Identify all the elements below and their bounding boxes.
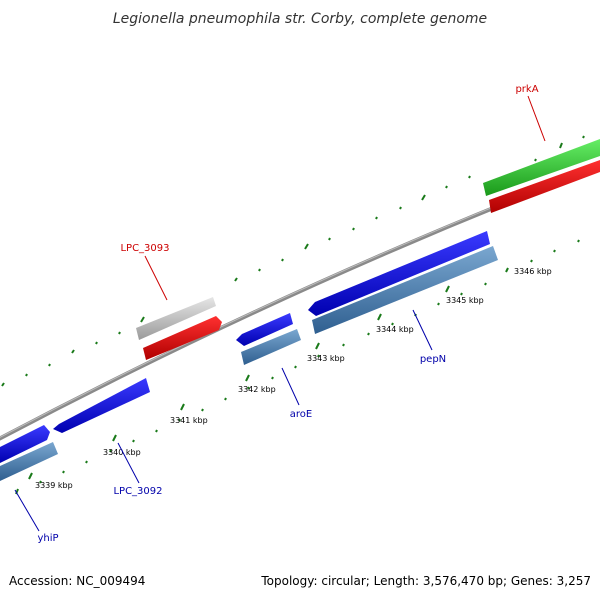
gene-arrow-blue[interactable] (53, 378, 150, 433)
tick-mark (155, 429, 158, 433)
tick-mark (95, 341, 98, 345)
tick-mark (468, 175, 471, 179)
leader-line-lpc3093 (144, 255, 168, 301)
gene-label-lpc3092[interactable]: LPC_3092 (113, 486, 162, 497)
gene-arrow-red[interactable] (489, 160, 600, 213)
tick-mark (85, 460, 88, 464)
gene-arrow-steel[interactable] (0, 442, 58, 481)
tick-mark (445, 185, 448, 189)
tick-mark (112, 434, 117, 442)
tick-mark (28, 472, 33, 480)
tick-mark (399, 206, 402, 210)
tick-mark (71, 349, 75, 354)
tick-mark (234, 277, 238, 282)
tick-mark (391, 322, 394, 326)
tick-mark (505, 267, 509, 273)
gene-aroe-feature[interactable] (236, 313, 301, 365)
tick-mark (178, 418, 181, 422)
tick-mark (577, 239, 580, 243)
tick-mark (140, 316, 145, 323)
upper-tick-row-inner (534, 135, 585, 162)
kbp-label-3343: 3343 kbp (307, 354, 345, 363)
gene-prka-feature[interactable] (483, 139, 600, 213)
tick-mark (530, 259, 533, 263)
kbp-label-3342: 3342 kbp (238, 385, 276, 394)
tick-mark (281, 258, 284, 262)
tick-mark (328, 237, 331, 241)
gene-pepn-feature[interactable] (308, 231, 498, 334)
tick-mark (247, 386, 250, 390)
gene-yhip-feature[interactable] (0, 425, 58, 481)
gene-label-lpc3093[interactable]: LPC_3093 (120, 243, 169, 254)
leader-line-pepn (412, 309, 433, 351)
gene-arrow-blue[interactable] (0, 425, 50, 463)
leader-line-aroe (281, 367, 300, 406)
tick-mark (48, 363, 51, 367)
gene-arrow-grey[interactable] (136, 297, 216, 340)
tick-mark (39, 480, 42, 484)
tick-mark (132, 439, 135, 443)
tick-mark (317, 354, 320, 358)
tick-mark (484, 282, 487, 286)
tick-mark (421, 194, 426, 201)
tick-mark (201, 408, 204, 412)
kbp-label-3346: 3346 kbp (514, 267, 552, 276)
kbp-label-3341: 3341 kbp (170, 416, 208, 425)
tick-mark (559, 142, 563, 149)
tick-mark (1, 382, 5, 387)
tick-mark (352, 227, 355, 231)
gene-arrow-steel[interactable] (241, 329, 301, 365)
tick-mark (553, 249, 556, 253)
tick-mark (377, 313, 382, 321)
tick-mark (180, 403, 185, 411)
accession-text: Accession: NC_009494 (9, 574, 145, 588)
gene-label-prka[interactable]: prkA (515, 84, 538, 95)
tick-mark (245, 374, 250, 382)
tick-mark (375, 216, 378, 220)
tick-mark (294, 365, 297, 369)
gene-lpc3092-feature[interactable] (53, 378, 150, 433)
genome-summary-text: Topology: circular; Length: 3,576,470 bp… (260, 574, 591, 588)
gene-label-aroe[interactable]: aroE (290, 409, 312, 420)
tick-mark (445, 285, 450, 293)
leader-line-yhip (14, 489, 40, 532)
gene-label-pepn[interactable]: pepN (420, 354, 446, 365)
tick-mark (118, 331, 121, 335)
gene-arrow-blue[interactable] (236, 313, 293, 346)
lower-tick-row (15, 239, 580, 495)
gene-arrow-green[interactable] (483, 139, 600, 196)
gene-arrow-red[interactable] (143, 316, 222, 360)
major-tick-marks (28, 285, 450, 480)
kbp-label-3345: 3345 kbp (446, 296, 484, 305)
tick-mark (224, 397, 227, 401)
tick-mark (304, 243, 309, 250)
kbp-label-3344: 3344 kbp (376, 325, 414, 334)
tick-mark (342, 343, 345, 347)
tick-mark (460, 292, 463, 296)
kbp-label-3339: 3339 kbp (35, 481, 73, 490)
leader-line-lpc3092 (117, 442, 140, 484)
tick-mark (367, 332, 370, 336)
tick-mark (437, 302, 440, 306)
tick-mark (582, 135, 585, 139)
tick-mark (25, 373, 28, 377)
gene-arrow-blue[interactable] (308, 231, 490, 316)
tick-mark (62, 470, 65, 474)
tick-mark (315, 342, 320, 350)
tick-mark (258, 268, 261, 272)
map-title: Legionella pneumophila str. Corby, compl… (113, 11, 487, 27)
gene-lpc3093-feature[interactable] (136, 297, 222, 360)
tick-mark (534, 158, 537, 162)
gene-label-yhip[interactable]: yhiP (37, 533, 58, 544)
upper-tick-row-outer (1, 175, 471, 387)
gene-arrow-steel[interactable] (312, 246, 498, 334)
tick-mark (271, 376, 274, 380)
tick-mark (109, 449, 112, 453)
leader-line-prka (527, 95, 546, 142)
kbp-label-3340: 3340 kbp (103, 448, 141, 457)
